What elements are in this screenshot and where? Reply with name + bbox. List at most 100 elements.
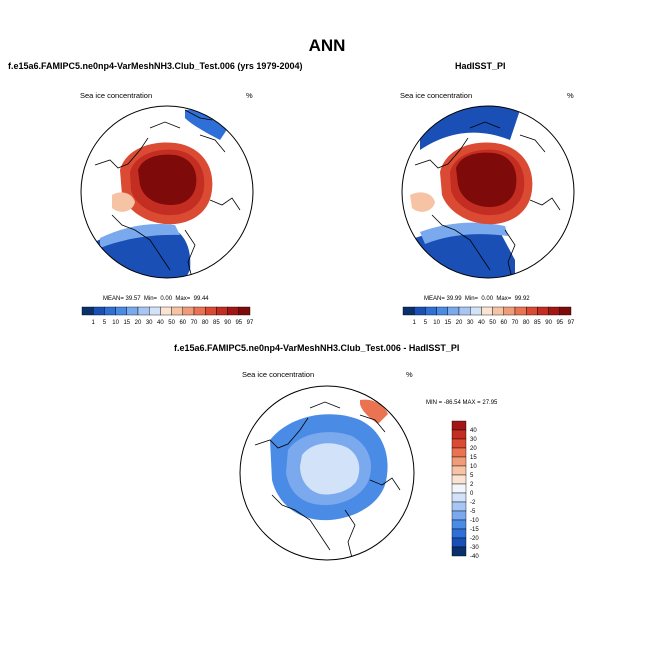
panel-3-colorbar-tick-label: 10: [470, 464, 477, 470]
panel-2-colorbar-swatch: [458, 306, 471, 316]
panel-3-title: f.e15a6.FAMIPC5.ne0np4-VarMeshNH3.Club_T…: [174, 343, 460, 353]
panel-2-colorbar-swatch: [503, 306, 516, 316]
panel-1-colorbar-tick-label: 40: [157, 320, 164, 326]
panel-1-colorbar-tick-label: 95: [235, 320, 242, 326]
panel-1-colorbar-swatch: [148, 306, 161, 316]
panel-3-colorbar-tick-label: -15: [470, 527, 479, 533]
panel-2-colorbar-swatch: [425, 306, 437, 316]
panel-1-colorbar-swatch: [81, 306, 94, 316]
panel-2-colorbar-tick-label: 90: [545, 320, 552, 326]
panel-3-colorbar-swatch: [451, 465, 467, 476]
panel-2-units: %: [567, 91, 574, 100]
panel-2-colorbar-tick-label: 10: [433, 320, 440, 326]
panel-1-colorbar-swatch: [204, 306, 217, 316]
panel-1-colorbar-swatch: [104, 306, 116, 316]
panel-3-near-zero-core: [300, 443, 360, 495]
panel-3-positive-region: [360, 399, 388, 424]
panel-2-colorbar-swatch: [548, 306, 560, 316]
panel-3-colorbar-swatch: [451, 483, 467, 494]
panel-2-colorbar-swatch: [526, 306, 538, 316]
panel-2-coastline-1: [414, 121, 546, 278]
panel-3-colorbar-swatch: [451, 474, 467, 485]
panel-1-hudson-ice: [112, 192, 135, 212]
panel-2-colorbar-tick-label: 40: [478, 320, 485, 326]
panel-3-colorbar-swatch: [451, 537, 467, 548]
panel-1-central-ice-core: [138, 154, 197, 205]
panel-2-central-ice-core: [456, 152, 517, 207]
panel-1-coastline-2: [184, 109, 241, 211]
panel-1-colorbar-swatch: [92, 306, 105, 316]
panel-1-colorbar-tick-label: 1: [92, 320, 96, 326]
panel-2-colorbar: 1 5 10 15 20 30 40 50 60 70 80 85 90 95 97: [402, 306, 575, 326]
panel-1-var-label: Sea ice concentration: [80, 91, 153, 100]
panel-2-colorbar-swatch: [559, 306, 572, 316]
panel-1-map: [81, 106, 253, 278]
panel-3-colorbar-tick-label: -10: [470, 518, 479, 524]
panel-1-colorbar-tick-label: 20: [135, 320, 142, 326]
panel-3-colorbar-tick-label: -30: [470, 545, 479, 551]
panel-2-colorbar-tick-label: 30: [467, 320, 474, 326]
panel-3-map-border: [239, 385, 415, 561]
panel-3-units: %: [406, 370, 413, 379]
panel-3-colorbar-swatch: [451, 438, 467, 449]
panel-1-colorbar-swatch: [193, 306, 206, 316]
panel-2-map-border: [401, 105, 575, 279]
panel-1-stats: MEAN= 39.57 Min= 0.00 Max= 99.44: [103, 296, 209, 302]
panel-3-colorbar-swatch: [451, 510, 467, 521]
panel-1-colorbar-tick-label: 97: [247, 320, 254, 326]
panel-2-colorbar-tick-label: 60: [500, 320, 507, 326]
panel-1-colorbar-swatch: [160, 306, 172, 316]
panel-1-low-ice-band-edge: [100, 224, 180, 248]
panel-3-colorbar-swatch: [451, 519, 467, 530]
panel-2-colorbar-swatch: [402, 306, 415, 316]
panel-3-coastline-2: [369, 477, 401, 491]
panel-2-colorbar-tick-label: 5: [424, 320, 428, 326]
panel-2-colorbar-tick-label: 20: [456, 320, 463, 326]
panel-1-colorbar-swatch: [115, 306, 127, 316]
panel-2-colorbar-swatch: [414, 306, 426, 316]
panel-1-colorbar-tick-label: 60: [179, 320, 186, 326]
panel-3-colorbar-swatch: [451, 447, 467, 458]
panel-1-map-border: [80, 105, 254, 279]
panel-3-colorbar-swatch: [451, 492, 467, 503]
panel-1-title: f.e15a6.FAMIPC5.ne0np4-VarMeshNH3.Club_T…: [8, 61, 303, 71]
panel-3-colorbar-tick-label: 0: [470, 491, 474, 497]
panel-1-colorbar-tick-label: 85: [213, 320, 220, 326]
page-title: ANN: [308, 36, 346, 55]
panel-1-colorbar-swatch: [238, 306, 251, 316]
panel-1-colorbar-tick-label: 10: [112, 320, 119, 326]
panel-3-stats: MIN = -86.54 MAX = 27.95: [426, 400, 498, 406]
panel-1-colorbar-tick-label: 5: [103, 320, 107, 326]
panel-1-colorbar-tick-label: 30: [146, 320, 153, 326]
panel-2-colorbar-swatch: [470, 306, 482, 316]
panel-2-colorbar-swatch: [436, 306, 449, 316]
panel-2-colorbar-tick-label: 80: [523, 320, 530, 326]
panel-1-colorbar-swatch: [137, 306, 150, 316]
panel-3-colorbar-swatch: [451, 528, 467, 539]
panel-1-colorbar-swatch: [227, 306, 240, 316]
panel-3-var-label: Sea ice concentration: [242, 370, 315, 379]
panel-3-colorbar-tick-label: 30: [470, 437, 477, 443]
panel-2-low-ice-south-edge: [420, 222, 508, 244]
panel-3-colorbar-swatch: [451, 501, 467, 512]
panel-2-colorbar-swatch: [447, 306, 460, 316]
panel-3-colorbar-tick-label: -40: [470, 554, 479, 560]
panel-3-colorbar-tick-label: 40: [470, 428, 477, 434]
panel-2-var-label: Sea ice concentration: [400, 91, 473, 100]
panel-2-colorbar-swatch: [481, 306, 493, 316]
panel-1-colorbar-tick-label: 50: [168, 320, 175, 326]
panel-3-colorbar-tick-label: -5: [470, 509, 476, 515]
panel-2-colorbar-swatch: [514, 306, 527, 316]
panel-1-colorbar-swatch: [171, 306, 184, 316]
panel-3-colorbar-swatch: [451, 456, 467, 467]
panel-3-colorbar-swatch: [451, 420, 467, 431]
panel-2-colorbar-tick-label: 15: [444, 320, 451, 326]
panel-2-colorbar-swatch: [492, 306, 505, 316]
panel-2-colorbar-tick-label: 1: [413, 320, 417, 326]
panel-3-colorbar-tick-label: -2: [470, 500, 476, 506]
panel-2-colorbar-tick-label: 85: [534, 320, 541, 326]
panel-3-colorbar-tick-label: -20: [470, 536, 479, 542]
panel-3-colorbar-tick-label: 20: [470, 446, 477, 452]
